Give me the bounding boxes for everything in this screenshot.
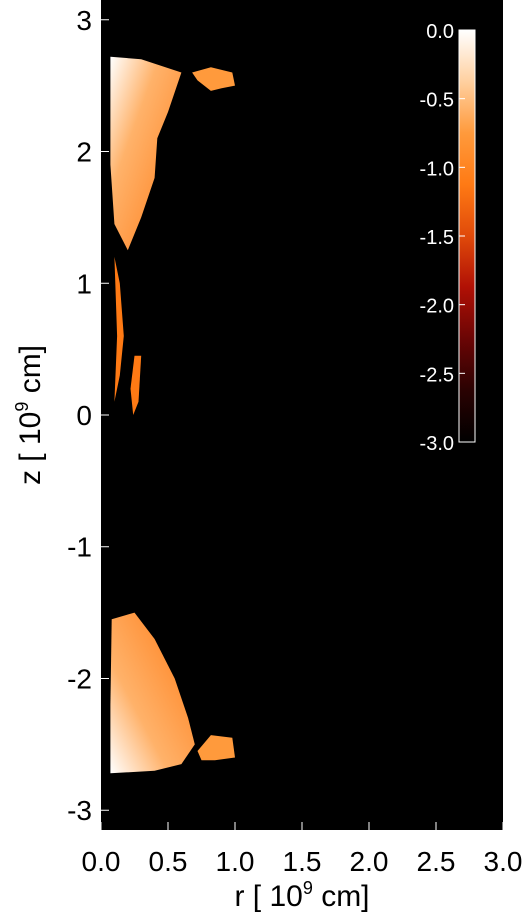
y-axis-label: z [ 109 cm] (12, 345, 47, 485)
x-tick-label: 3.0 (484, 846, 523, 877)
y-tick-label: 1 (76, 268, 92, 299)
colorbar-tick-label: -2.5 (420, 364, 454, 386)
colorbar: 0.0 -0.5 -1.0 -1.5 -2.0 -2.5 -3.0 (420, 21, 476, 455)
y-axis-label-exponent: 9 (12, 402, 32, 412)
region-mid-filament-2 (130, 355, 142, 415)
x-axis-label-exponent: 9 (303, 878, 313, 898)
y-tick-label: 0 (76, 400, 92, 431)
x-tick-label: 1.5 (283, 846, 322, 877)
region-lower-blob (197, 735, 235, 761)
colorbar-tick-label: -2.0 (420, 296, 454, 318)
x-axis: 0.0 0.5 1.0 1.5 2.0 2.5 3.0 (82, 822, 523, 877)
region-mid-filament-1 (114, 256, 124, 402)
y-axis-label-unit: cm] (14, 345, 47, 402)
y-axis-label-main: z [ 10 (14, 412, 47, 485)
x-tick-label: 0.5 (149, 846, 188, 877)
colorbar-tick-label: 0.0 (426, 21, 454, 43)
x-axis-label-main: r [ 10 (234, 880, 302, 913)
x-tick-label: 0.0 (82, 846, 121, 877)
region-lower-lobe (110, 612, 195, 774)
y-tick-label: -2 (67, 663, 92, 694)
y-tick-label: -3 (67, 795, 92, 826)
y-axis: 3 2 1 0 -1 -2 -3 (67, 5, 109, 826)
region-upper-lobe (110, 56, 182, 251)
region-upper-blob (192, 67, 235, 91)
y-tick-label: 2 (76, 137, 92, 168)
x-axis-label-unit: cm] (313, 880, 370, 913)
colorbar-tick-label: -0.5 (420, 90, 454, 112)
heatmap-regions (110, 56, 235, 774)
y-tick-label: -1 (67, 532, 92, 563)
colorbar-tick-label: -1.0 (420, 158, 454, 180)
x-axis-label: r [ 109 cm] (234, 878, 369, 913)
colorbar-tick-label: -1.5 (420, 227, 454, 249)
colorbar-tick-label: -3.0 (420, 433, 454, 455)
x-tick-label: 2.0 (350, 846, 389, 877)
x-tick-label: 1.0 (216, 846, 255, 877)
y-tick-label: 3 (76, 5, 92, 36)
x-tick-label: 2.5 (417, 846, 456, 877)
